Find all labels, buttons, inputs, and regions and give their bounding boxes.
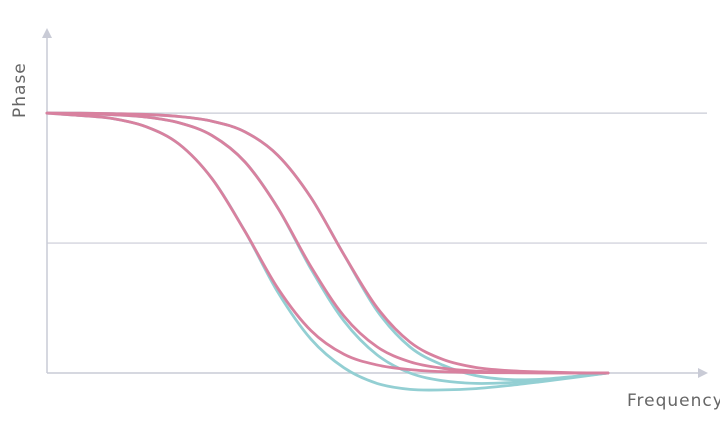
grid <box>47 112 707 244</box>
y-axis-arrow <box>42 28 52 38</box>
x-axis-label: Frequency <box>627 391 720 411</box>
phase-curve <box>45 111 610 375</box>
x-axis-arrow <box>698 368 708 378</box>
phase-curve <box>45 111 610 382</box>
y-axis-label: Phase <box>10 62 30 118</box>
phase-curve <box>45 111 610 375</box>
phase-curve <box>45 111 610 392</box>
lines <box>45 111 610 392</box>
